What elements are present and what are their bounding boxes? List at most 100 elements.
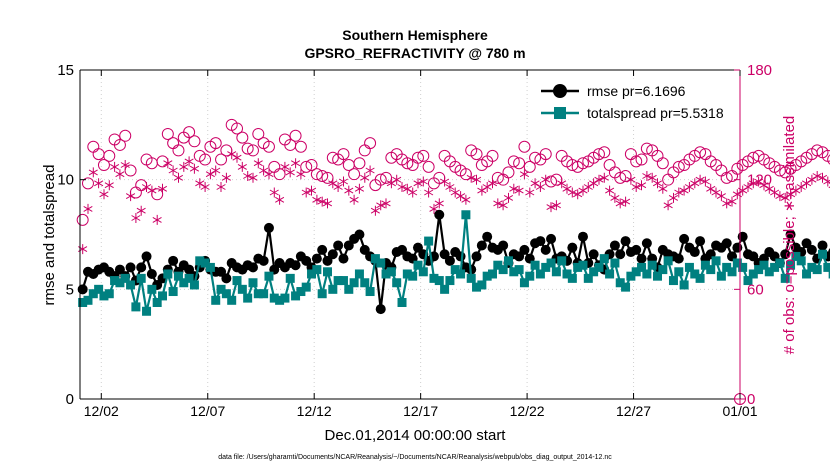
totalspread-point-118 [706,265,716,275]
assimilated-point-48 [333,182,343,192]
assimilated-point-105 [636,180,647,191]
assimilated-point-32 [248,172,258,183]
totalspread-point-18 [173,271,183,281]
totalspread-point-120 [716,271,726,281]
assimilated-point-29 [232,152,242,163]
rmse-point-115 [689,247,700,258]
totalspread-point-92 [567,273,577,283]
assimilated-point-50 [344,185,354,196]
x-tick-label-2: 12/12 [297,403,332,419]
totalspread-point-121 [722,262,732,272]
totalspread-point-50 [344,284,354,294]
totalspread-point-117 [700,260,710,270]
possible-point-27 [220,144,233,157]
possible-point-101 [614,171,627,184]
assimilated-point-121 [722,198,732,209]
assimilated-point-53 [360,172,370,183]
assimilated-point-43 [306,185,317,196]
y-tick-label-left-1: 5 [66,281,74,298]
rmse-point-133 [785,229,796,240]
assimilated-point-118 [706,183,716,194]
possible-point-47 [326,151,339,164]
possible-point-104 [630,155,643,168]
totalspread-point-63 [413,260,423,270]
totalspread-point-73 [466,273,476,283]
totalspread-point-113 [679,280,689,290]
y-tick-label-right-3: 180 [747,62,772,79]
assimilated-point-139 [817,172,828,183]
assimilated-point-4 [99,189,109,200]
assimilated-point-85 [530,178,540,189]
possible-point-11 [135,179,148,192]
possible-point-112 [672,160,685,173]
assimilated-point-23 [200,182,210,192]
totalspread-point-19 [179,278,189,288]
assimilated-point-102 [620,196,631,207]
totalspread-point-100 [610,258,620,268]
assimilated-point-51 [349,194,359,205]
totalspread-point-102 [621,282,631,292]
rmse-point-11 [136,262,147,273]
assimilated-point-17 [168,165,178,176]
assimilated-point-72 [461,194,471,205]
assimilated-point-24 [205,169,215,180]
assimilated-point-33 [253,158,263,169]
totalspread-point-41 [296,287,306,297]
totalspread-point-22 [195,256,205,266]
legend: rmse pr=6.1696 totalspread pr=5.5318 [530,78,724,126]
assimilated-point-61 [402,183,412,194]
totalspread-point-64 [418,267,428,277]
totalspread-point-88 [546,258,556,268]
assimilated-point-22 [195,178,205,189]
totalspread-point-54 [365,287,375,297]
possible-point-21 [188,135,201,148]
totalspread-point-79 [498,265,508,275]
totalspread-point-49 [338,276,348,286]
totalspread-point-8 [120,273,130,283]
totalspread-point-34 [259,289,269,299]
totalspread-point-78 [493,260,503,270]
totalspread-point-42 [301,282,311,292]
totalspread-point-90 [557,256,567,266]
totalspread-point-46 [323,267,332,277]
rmse-point-94 [577,231,588,242]
assimilated-point-129 [764,183,774,194]
totalspread-point-70 [450,265,460,275]
possible-point-46 [321,171,334,184]
totalspread-point-60 [397,297,407,307]
y-tick-label-left-0: 0 [66,391,74,408]
totalspread-point-119 [711,256,721,266]
assimilated-point-125 [743,182,753,192]
possible-point-33 [252,127,265,140]
possible-point-77 [486,149,499,162]
totalspread-point-86 [535,269,545,279]
totalspread-point-33 [253,289,263,299]
assimilated-point-89 [551,200,561,211]
totalspread-point-99 [605,269,615,279]
possible-point-105 [635,153,648,166]
totalspread-point-32 [248,278,258,288]
possible-point-103 [624,148,637,161]
assimilated-point-115 [690,178,700,189]
possible-point-78 [491,171,504,184]
assimilated-point-67 [434,198,444,209]
assimilated-point-81 [509,183,519,194]
totalspread-point-57 [381,269,391,279]
totalspread-point-84 [525,271,535,281]
assimilated-point-120 [716,191,726,202]
totalspread-point-101 [615,278,625,288]
x-axis-label: Dec.01,2014 00:00:00 start [325,427,507,444]
totalspread-point-137 [807,262,817,272]
totalspread-point-111 [668,276,678,286]
rmse-point-40 [290,260,301,271]
x-tick-label-1: 12/07 [190,403,225,419]
possible-point-26 [215,153,228,166]
rmse-point-32 [247,262,258,273]
possible-point-40 [289,129,302,142]
rmse-point-121 [721,238,732,249]
possible-point-30 [236,131,249,144]
rmse-point-76 [482,231,493,242]
legend-marker-totalspread [554,107,566,119]
rmse-point-67 [434,209,445,220]
